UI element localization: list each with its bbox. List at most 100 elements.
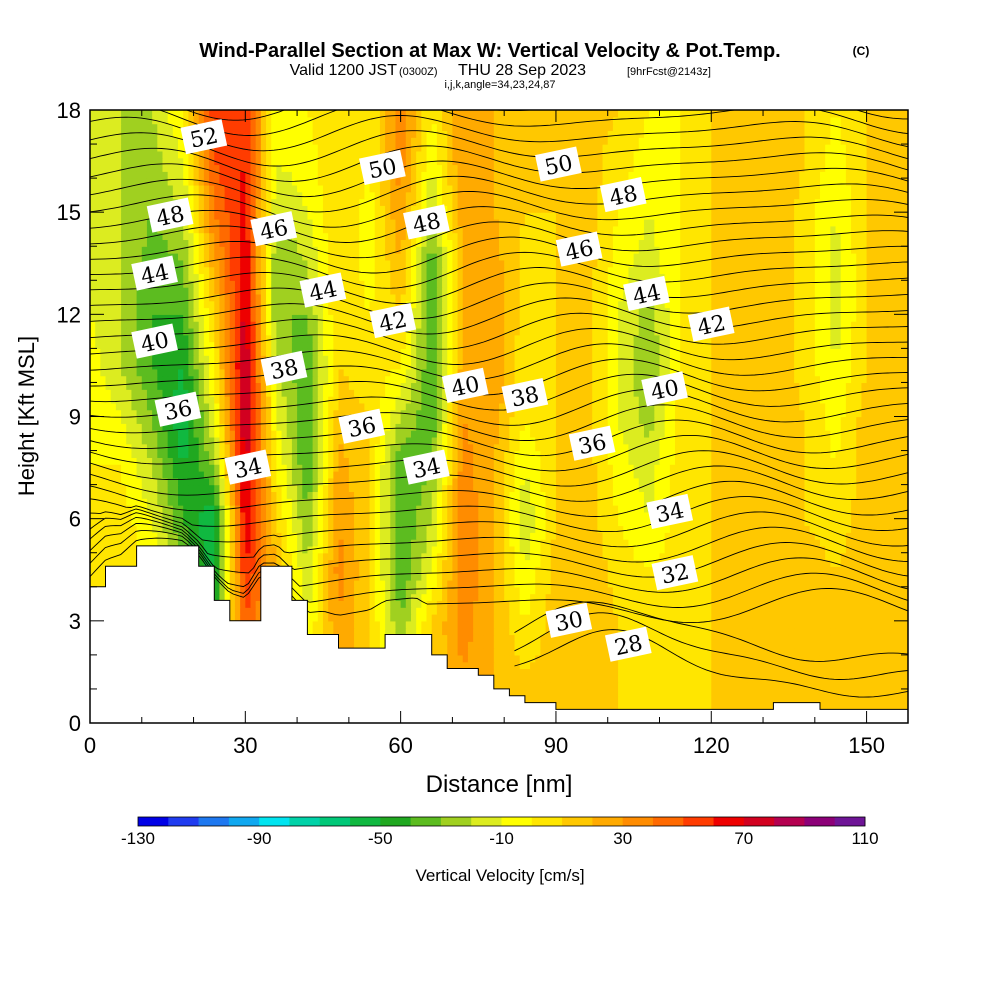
velocity-cell bbox=[105, 525, 112, 533]
velocity-cell bbox=[794, 586, 800, 595]
velocity-cell bbox=[442, 545, 448, 554]
velocity-cell bbox=[659, 668, 666, 676]
velocity-cell bbox=[742, 559, 749, 567]
velocity-cell bbox=[576, 539, 583, 547]
velocity-cell bbox=[571, 511, 578, 520]
velocity-cell bbox=[768, 600, 774, 608]
velocity-cell bbox=[271, 552, 277, 561]
velocity-cell bbox=[664, 539, 671, 547]
velocity-cell bbox=[400, 627, 407, 636]
velocity-cell bbox=[669, 593, 676, 601]
velocity-cell bbox=[643, 607, 650, 615]
velocity-cell bbox=[457, 559, 464, 567]
velocity-cell bbox=[757, 593, 764, 601]
velocity-cell bbox=[659, 627, 666, 636]
velocity-cell bbox=[473, 634, 479, 642]
velocity-cell bbox=[809, 525, 816, 533]
velocity-cell bbox=[742, 634, 749, 642]
velocity-cell bbox=[633, 539, 640, 547]
velocity-cell bbox=[530, 654, 536, 663]
velocity-cell bbox=[421, 573, 428, 581]
velocity-cell bbox=[587, 695, 593, 704]
velocity-cell bbox=[814, 607, 821, 615]
velocity-cell bbox=[555, 634, 562, 642]
velocity-cell bbox=[581, 627, 588, 636]
velocity-cell bbox=[307, 532, 314, 540]
velocity-cell bbox=[100, 518, 107, 527]
velocity-cell bbox=[587, 654, 593, 663]
velocity-cell bbox=[524, 627, 531, 636]
velocity-cell bbox=[566, 573, 573, 581]
velocity-cell bbox=[819, 511, 826, 520]
velocity-cell bbox=[825, 566, 831, 574]
velocity-cell bbox=[545, 688, 552, 697]
velocity-cell bbox=[576, 573, 583, 581]
velocity-cell bbox=[592, 675, 598, 683]
velocity-cell bbox=[183, 539, 189, 547]
velocity-cell bbox=[794, 675, 800, 683]
velocity-cell bbox=[338, 532, 345, 540]
velocity-cell bbox=[819, 545, 826, 554]
velocity-cell bbox=[856, 688, 863, 697]
velocity-cell bbox=[618, 614, 624, 622]
velocity-cell bbox=[902, 600, 908, 608]
velocity-cell bbox=[566, 559, 573, 567]
velocity-cell bbox=[530, 566, 536, 574]
velocity-cell bbox=[343, 579, 350, 588]
velocity-cell bbox=[747, 641, 754, 649]
velocity-cell bbox=[576, 579, 583, 588]
velocity-cell bbox=[783, 552, 790, 561]
velocity-cell bbox=[281, 505, 288, 513]
velocity-cell bbox=[659, 654, 666, 663]
velocity-cell bbox=[338, 505, 345, 513]
velocity-cell bbox=[783, 545, 790, 554]
velocity-cell bbox=[245, 600, 252, 608]
velocity-cell bbox=[799, 627, 806, 636]
velocity-cell bbox=[571, 654, 578, 663]
velocity-cell bbox=[499, 573, 505, 581]
velocity-cell bbox=[649, 668, 655, 676]
velocity-cell bbox=[737, 620, 743, 629]
velocity-cell bbox=[266, 545, 272, 554]
velocity-cell bbox=[747, 614, 754, 622]
velocity-cell bbox=[700, 593, 707, 601]
velocity-cell bbox=[369, 586, 376, 595]
velocity-cell bbox=[695, 539, 702, 547]
velocity-cell bbox=[338, 634, 345, 642]
velocity-cell bbox=[281, 552, 288, 561]
velocity-cell bbox=[711, 600, 718, 608]
velocity-cell bbox=[359, 641, 365, 649]
velocity-cell bbox=[193, 532, 200, 540]
velocity-cell bbox=[659, 586, 666, 595]
velocity-cell bbox=[742, 661, 749, 670]
velocity-cell bbox=[307, 620, 314, 629]
velocity-cell bbox=[405, 559, 412, 567]
velocity-cell bbox=[178, 505, 184, 513]
velocity-cell bbox=[499, 552, 505, 561]
velocity-cell bbox=[457, 505, 464, 513]
velocity-cell bbox=[819, 634, 826, 642]
velocity-cell bbox=[524, 634, 531, 642]
velocity-cell bbox=[866, 620, 873, 629]
velocity-cell bbox=[493, 505, 500, 513]
velocity-cell bbox=[706, 559, 712, 567]
velocity-cell bbox=[840, 552, 847, 561]
velocity-cell bbox=[240, 586, 246, 595]
velocity-cell bbox=[338, 559, 345, 567]
velocity-cell bbox=[115, 505, 122, 513]
velocity-cell bbox=[835, 668, 842, 676]
velocity-cell bbox=[845, 661, 852, 670]
velocity-cell bbox=[354, 505, 360, 513]
velocity-cell bbox=[721, 511, 728, 520]
velocity-cell bbox=[819, 600, 826, 608]
velocity-cell bbox=[333, 614, 340, 622]
velocity-cell bbox=[286, 559, 293, 567]
velocity-cell bbox=[379, 505, 386, 513]
velocity-cell bbox=[597, 695, 604, 704]
velocity-cell bbox=[328, 552, 334, 561]
velocity-cell bbox=[612, 532, 619, 540]
velocity-cell bbox=[892, 600, 899, 608]
velocity-cell bbox=[773, 593, 780, 601]
velocity-cell bbox=[628, 661, 635, 670]
velocity-cell bbox=[410, 552, 417, 561]
